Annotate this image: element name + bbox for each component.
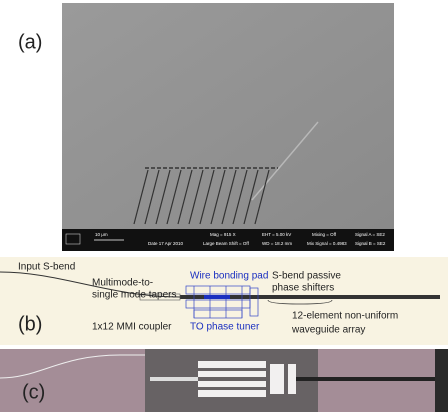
label: waveguide array [291, 325, 365, 336]
label: 12-element non-uniform [292, 311, 398, 322]
info-text: Signal A = SE2 [355, 232, 385, 237]
info-text: Large Beam Shift = Off [203, 241, 250, 246]
info-text: EHT = 5.00 kV [262, 232, 291, 237]
tuner [204, 295, 230, 299]
label: Multimode-to- [92, 278, 153, 289]
info-text: Mixing = Off [312, 232, 337, 237]
label: Input S-bend [18, 262, 75, 273]
photo-mmi [150, 377, 198, 381]
panel-label: (b) [18, 313, 42, 335]
info-text: WD = 18.2 mm [262, 241, 292, 246]
info-text: Mix Signal = 0.4983 [307, 241, 347, 246]
label: TO phase tuner [190, 322, 260, 333]
panel-label: (a) [18, 31, 42, 53]
figure: (a) 10 μm Date 17 Apr 2010 Mag = 915 X L… [0, 0, 448, 412]
label: phase shifters [272, 283, 334, 294]
photo-array [296, 377, 435, 381]
photo-edge [435, 349, 448, 412]
info-text: Date 17 Apr 2010 [148, 241, 184, 246]
panel-label: (c) [22, 381, 45, 403]
info-text: Signal B = SE2 [355, 241, 386, 246]
label: 1x12 MMI coupler [92, 322, 172, 333]
label: single mode tapers [92, 290, 177, 301]
scale-label: 10 μm [95, 232, 108, 237]
sem-image [62, 3, 394, 229]
label: Wire bonding pad [190, 271, 268, 282]
label: S-bend passive [272, 271, 341, 282]
info-text: Mag = 915 X [210, 232, 236, 237]
